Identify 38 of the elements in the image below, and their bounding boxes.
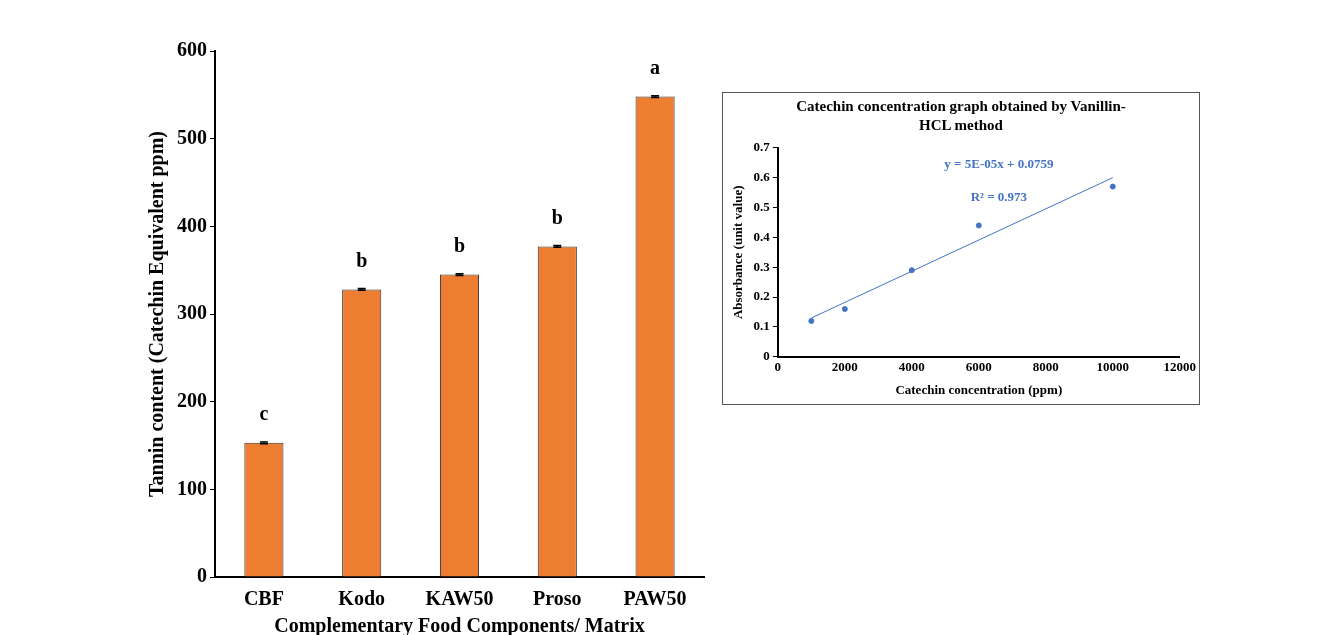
- annotation: b: [551, 205, 563, 228]
- y-tick-label: 0: [763, 348, 770, 364]
- y-tick-label: 0.7: [753, 139, 771, 155]
- y-tick-label: 0.1: [753, 318, 770, 334]
- x-tick-label: 10000: [1096, 358, 1130, 374]
- annotation: b: [453, 233, 466, 256]
- x-tick-label: 6000: [965, 358, 992, 374]
- x-tick-label: CBF: [243, 587, 284, 610]
- x-tick-label: 2000: [831, 358, 858, 374]
- x-axis-title: Catechin concentration (ppm): [895, 381, 1063, 397]
- y-axis-title: Absorbance (unit value): [730, 185, 746, 320]
- x-tick-label: 4000: [898, 358, 925, 374]
- y-tick-label: 0.2: [753, 288, 770, 304]
- y-axis-title: Tannin content (Catechin Equivalent ppm): [145, 131, 169, 497]
- x-tick-label: KAW50: [425, 587, 494, 610]
- y-tick-label: 400: [177, 213, 207, 236]
- x-tick-label: 8000: [1032, 358, 1059, 374]
- annotation: y = 5E-05x + 0.0759: [944, 155, 1054, 171]
- x-tick-label: Proso: [533, 587, 582, 610]
- annotation: b: [356, 248, 368, 271]
- x-tick-label: PAW50: [623, 587, 687, 610]
- y-tick-label: 0: [197, 564, 207, 587]
- y-tick-label: 100: [177, 476, 207, 499]
- y-tick-label: 0.5: [753, 198, 771, 214]
- x-tick-label: 0: [774, 358, 782, 374]
- y-tick-label: 500: [177, 125, 207, 148]
- y-tick-label: 0.3: [753, 258, 771, 274]
- y-tick-label: 200: [177, 388, 207, 411]
- x-tick-label: Kodo: [338, 587, 386, 610]
- x-tick-label: 12000: [1163, 358, 1196, 374]
- chart-title: Catechin concentration graph obtained by Vanillin-HCL method: [796, 97, 1126, 135]
- y-tick-label: 300: [177, 301, 207, 324]
- annotation: c: [259, 402, 269, 425]
- y-tick-label: 600: [177, 38, 207, 61]
- y-tick-label: 0.6: [753, 169, 771, 185]
- y-tick-label: 0.4: [753, 228, 771, 244]
- annotation: R² = 0.973: [970, 189, 1028, 205]
- annotation: a: [650, 55, 661, 78]
